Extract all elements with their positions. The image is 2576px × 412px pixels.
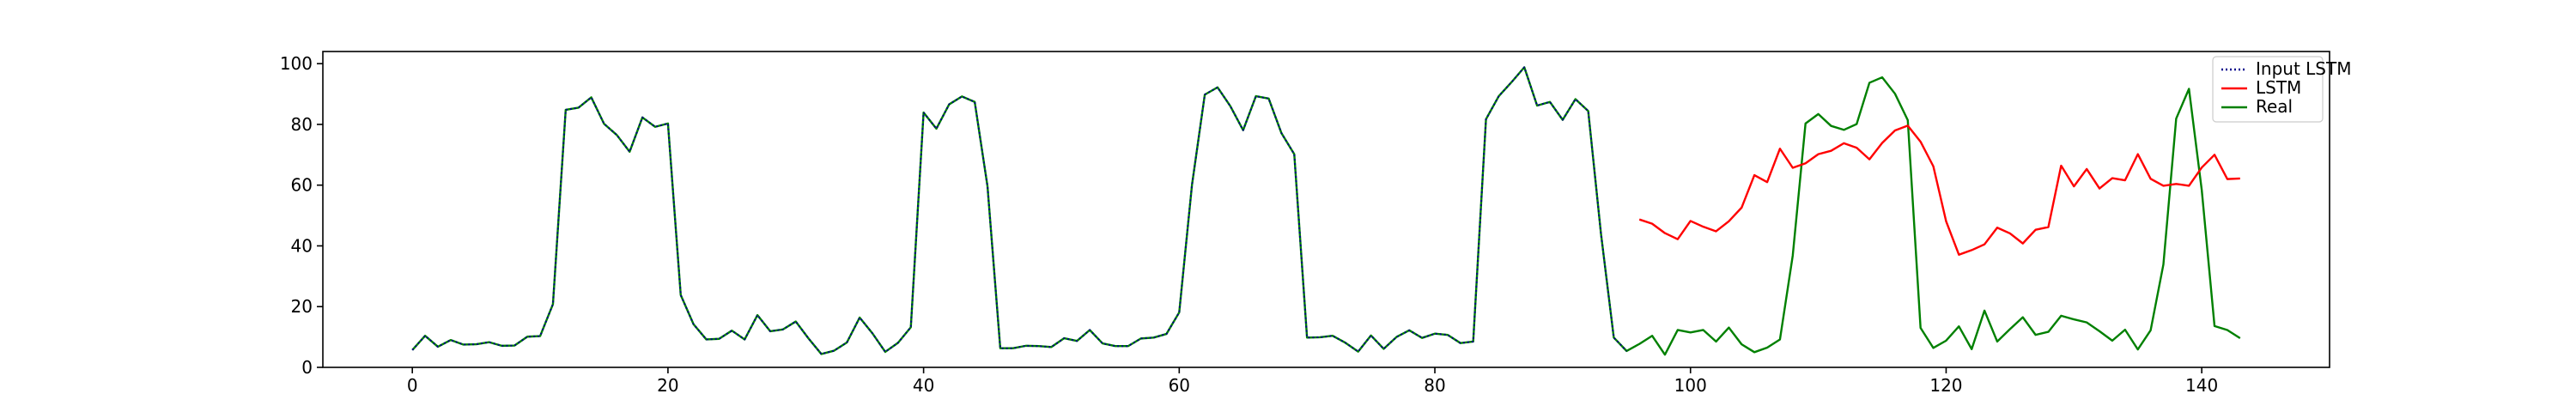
legend-box — [2212, 56, 2324, 123]
y-axis: 0 20 40 60 80 100 — [280, 53, 323, 378]
y-tick-label: 40 — [291, 235, 313, 256]
y-tick-label: 0 — [301, 357, 313, 378]
x-tick-label: 40 — [913, 375, 934, 396]
x-tick-label: 140 — [2185, 375, 2218, 396]
series-line-input-lstm — [411, 66, 1628, 355]
series-line-lstm — [1638, 124, 2240, 256]
x-tick-label: 0 — [407, 375, 418, 396]
y-tick-label: 100 — [280, 53, 313, 74]
legend-label: Input LSTM — [2256, 58, 2351, 79]
x-tick-label: 80 — [1424, 375, 1445, 396]
legend-label: Real — [2256, 96, 2293, 117]
plot-frame — [322, 51, 2330, 368]
x-tick-label: 20 — [657, 375, 678, 396]
legend-label: LSTM — [2256, 77, 2301, 98]
y-tick-label: 80 — [291, 114, 313, 135]
x-axis: 0 20 40 60 80 100 120 140 — [407, 367, 2218, 396]
y-tick-label: 20 — [291, 296, 313, 317]
x-tick-label: 100 — [1674, 375, 1707, 396]
x-tick-label: 120 — [1929, 375, 1962, 396]
y-tick-label: 60 — [291, 175, 313, 196]
series-layer — [411, 66, 2241, 356]
x-tick-label: 60 — [1169, 375, 1190, 396]
